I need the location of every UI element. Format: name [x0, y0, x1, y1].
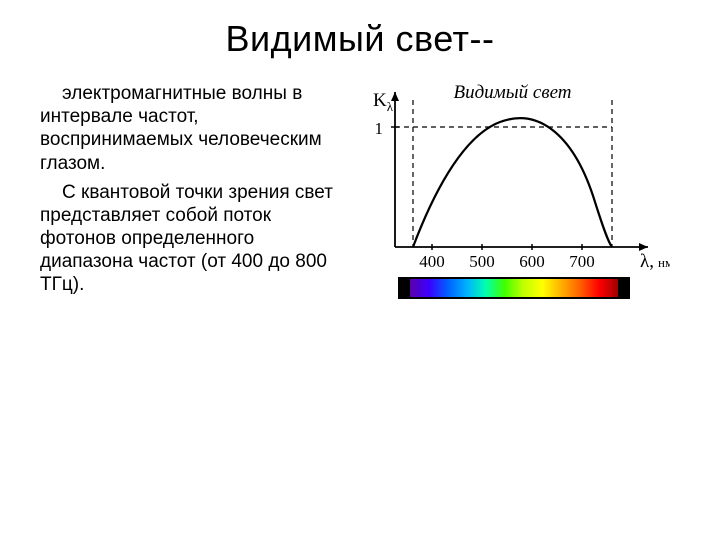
x-axis-label: λ,	[640, 251, 654, 272]
paragraph-1: электромагнитные волны в интервале часто…	[40, 82, 340, 175]
slide-title: Видимый свет--	[40, 18, 680, 60]
x-tick-label: 400	[419, 252, 445, 271]
y-axis-label: Kλ	[373, 90, 394, 114]
paragraph-2: С квантовой точки зрения свет представля…	[40, 181, 340, 297]
chart-annotation: Видимый свет	[453, 82, 571, 103]
y-tick-label: 1	[375, 119, 384, 138]
x-axis-unit: нм	[658, 255, 670, 270]
x-tick-label: 500	[469, 252, 495, 271]
x-tick-label: 600	[519, 252, 545, 271]
sensitivity-curve	[413, 118, 612, 247]
x-axis-arrow	[639, 243, 648, 251]
body-text: электромагнитные волны в интервале часто…	[40, 82, 340, 303]
x-tick-label: 700	[569, 252, 595, 271]
visible-light-chart: 1 400 500 600 700 Kλ λ, нм Видимый свет	[350, 82, 670, 382]
spectrum-bar	[410, 279, 618, 297]
